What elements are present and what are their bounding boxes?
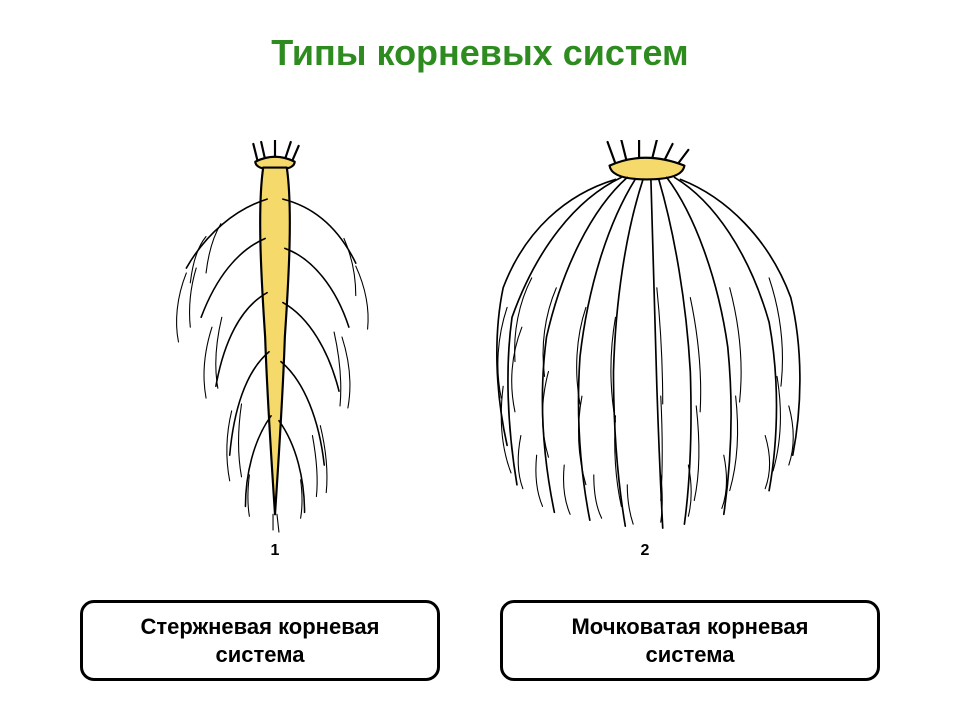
fibrous-panel: 2 — [475, 140, 815, 560]
taproot-caption: Стержневая корневая система — [80, 600, 440, 681]
figure-area: 1 2 — [0, 140, 960, 560]
taproot-panel: 1 — [145, 140, 405, 560]
taproot-index-label: 1 — [271, 542, 280, 560]
taproot-diagram — [145, 140, 405, 534]
fibrous-diagram — [475, 140, 815, 534]
fibrous-caption: Мочковатая корневая система — [500, 600, 880, 681]
caption-row: Стержневая корневая система Мочковатая к… — [0, 600, 960, 681]
page-title: Типы корневых систем — [0, 32, 960, 74]
fibrous-index-label: 2 — [641, 542, 650, 560]
